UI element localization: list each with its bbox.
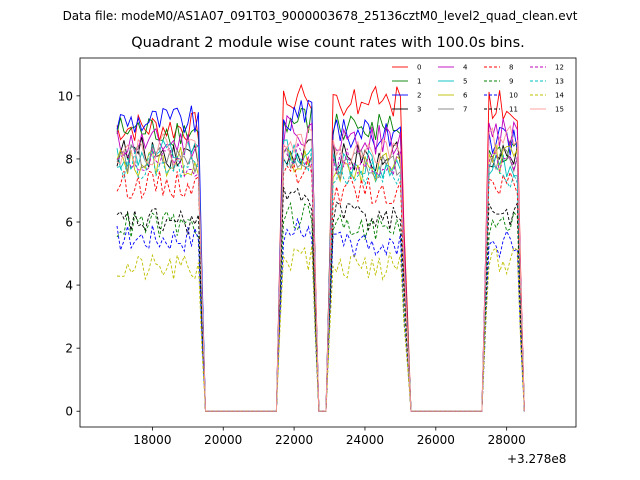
figure-suptitle: Data file: modeM0/AS1A07_091T03_90000036… — [62, 9, 578, 23]
x-tick-label: 22000 — [275, 433, 313, 447]
x-tick-label: 20000 — [204, 433, 242, 447]
series-line-11 — [116, 186, 525, 412]
series-line-9 — [116, 201, 525, 412]
legend-label-9: 9 — [509, 78, 513, 86]
legend-label-4: 4 — [463, 64, 468, 72]
x-tick-label: 18000 — [133, 433, 171, 447]
legend-label-3: 3 — [417, 106, 421, 114]
legend-label-13: 13 — [555, 78, 564, 86]
legend-label-8: 8 — [509, 64, 513, 72]
x-tick-label: 28000 — [488, 433, 526, 447]
series-line-14 — [116, 245, 525, 412]
legend-label-5: 5 — [463, 78, 467, 86]
legend-label-10: 10 — [509, 92, 518, 100]
chart-title: Quadrant 2 module wise count rates with … — [131, 35, 525, 51]
series-line-3 — [116, 136, 525, 412]
legend-label-1: 1 — [417, 78, 421, 86]
series-line-7 — [116, 143, 525, 412]
x-tick-label: 24000 — [346, 433, 384, 447]
legend-label-15: 15 — [555, 106, 564, 114]
legend-label-7: 7 — [463, 106, 467, 114]
plot-frame — [79, 57, 577, 428]
series-line-0 — [116, 83, 525, 412]
legend-label-12: 12 — [555, 64, 564, 72]
y-tick-label: 10 — [58, 89, 73, 103]
x-axis-offset-label: +3.278e8 — [507, 452, 567, 466]
y-tick-label: 8 — [65, 152, 73, 166]
series-line-13 — [116, 148, 525, 412]
legend-label-6: 6 — [463, 92, 468, 100]
y-tick-label: 4 — [65, 279, 73, 293]
legend-label-14: 14 — [555, 92, 564, 100]
legend-label-0: 0 — [417, 64, 421, 72]
y-tick-label: 6 — [65, 216, 73, 230]
series-line-6 — [116, 144, 525, 412]
y-tick-label: 0 — [65, 405, 73, 419]
series-line-15 — [116, 124, 525, 412]
x-tick-label: 26000 — [417, 433, 455, 447]
series-line-8 — [116, 157, 525, 412]
series-line-5 — [116, 138, 525, 412]
series-line-12 — [116, 141, 525, 412]
y-tick-label: 2 — [65, 342, 73, 356]
legend-label-11: 11 — [509, 106, 518, 114]
legend-label-2: 2 — [417, 92, 421, 100]
series-line-10 — [116, 218, 525, 412]
